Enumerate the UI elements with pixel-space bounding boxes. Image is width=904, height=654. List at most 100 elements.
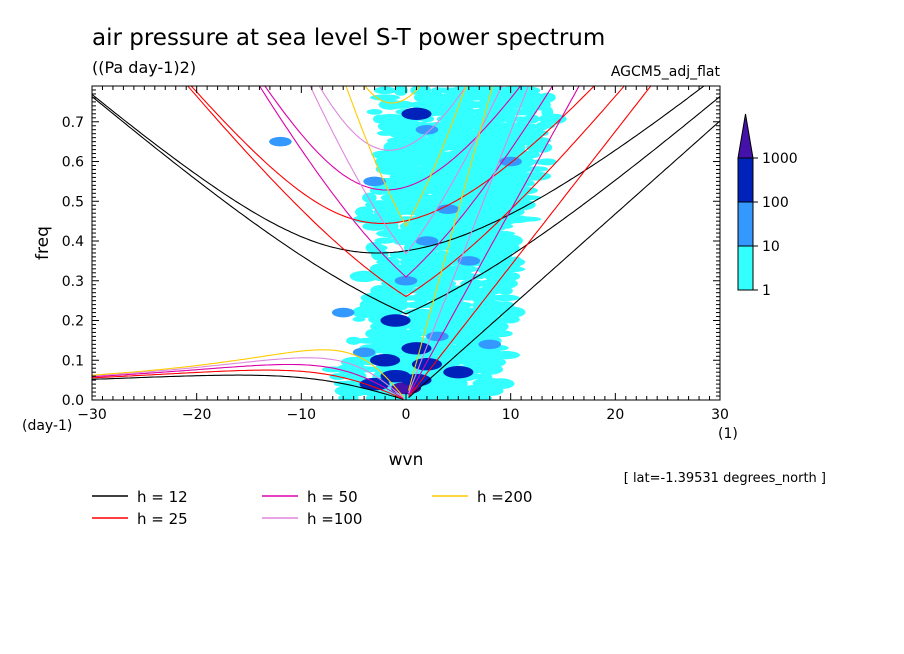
power-cell [485, 378, 515, 390]
y-axis-label: freq [33, 226, 53, 260]
dispersion-curve-eig [187, 86, 625, 298]
power-peak [415, 236, 439, 246]
legend: h = 12 h = 25 h = 50 h =100 h =200 [92, 488, 532, 528]
colorbar-level-3 [737, 157, 754, 203]
power-peak [363, 176, 386, 187]
power-peak [401, 342, 432, 355]
dispersion-curve-rossby [92, 363, 404, 399]
x-tick-label: −20 [182, 407, 212, 423]
power-cell [459, 266, 479, 273]
power-cell [393, 292, 409, 304]
colorbar-label: 1 [762, 283, 771, 299]
power-cell [476, 395, 493, 400]
y-axis-unit: (day-1) [22, 418, 72, 434]
power-cell [485, 230, 516, 237]
y-tick-label: 0.7 [62, 115, 84, 131]
power-cell [370, 94, 401, 101]
dispersion-curve-ig1 [92, 86, 705, 254]
power-cell [506, 199, 536, 211]
dispersion-curve-rossby [92, 357, 404, 399]
x-axis-unit: (1) [718, 426, 738, 442]
power-cell [393, 86, 408, 96]
dispersion-curve-eig [345, 86, 467, 228]
dispersion-curve-rossby [92, 374, 404, 400]
power-cell [522, 171, 552, 181]
dispersion-curve-ig1 [364, 86, 422, 104]
legend-label: h = 50 [307, 488, 358, 506]
dispersion-curve-rossby [92, 369, 404, 400]
power-cell [352, 316, 366, 322]
y-tick-label: 0.2 [62, 314, 84, 330]
power-cell [517, 157, 536, 167]
colorbar-label: 100 [762, 195, 789, 211]
colorbar-level-2 [737, 201, 754, 247]
legend-label: h = 12 [137, 488, 188, 506]
dispersion-curve-eig [309, 86, 503, 255]
power-cell [374, 86, 397, 95]
x-axis: −30 −20 −10 0 10 20 30 [77, 86, 729, 423]
y-tick-label: 0.4 [62, 234, 84, 250]
power-cell [487, 330, 513, 338]
power-peak [436, 204, 460, 214]
chart-label-right: AGCM5_adj_flat [611, 64, 721, 80]
colorbar-level-1 [737, 245, 754, 291]
power-peak [369, 354, 401, 367]
power-peak [499, 156, 522, 167]
power-cell [481, 320, 509, 333]
y-tick-label: 0.1 [62, 353, 84, 369]
legend-label: h = 25 [137, 510, 188, 528]
power-cell [404, 229, 418, 238]
x-tick-label: 20 [606, 407, 624, 423]
y-axis: 0.0 0.1 0.2 0.3 0.4 0.5 0.6 0.7 [62, 85, 720, 409]
x-tick-label: −30 [77, 407, 107, 423]
power-cell [483, 357, 507, 367]
y-tick-label: 0.3 [62, 274, 84, 290]
power-peak [478, 339, 502, 350]
power-cell [511, 216, 542, 222]
power-peak [394, 275, 418, 286]
power-peak [269, 136, 292, 147]
power-peak [380, 314, 411, 327]
x-tick-label: −10 [287, 407, 317, 423]
dispersion-curves [92, 86, 720, 400]
colorbar: 1 10 100 1000 [737, 113, 798, 299]
power-cell [535, 130, 549, 137]
x-tick-label: 10 [502, 407, 520, 423]
colorbar-label: 1000 [762, 151, 798, 167]
lat-annotation: [ lat=-1.39531 degrees_north ] [624, 471, 826, 486]
dispersion-curve-kelvin [408, 86, 580, 396]
dispersion-curve-ig1 [318, 86, 467, 151]
power-cell [501, 272, 521, 281]
y-tick-label: 0.5 [62, 194, 84, 210]
dispersion-curve-rossby [92, 349, 404, 398]
y-tick-label: 0.6 [62, 155, 84, 171]
dispersion-curve-kelvin [408, 120, 720, 399]
power-cell [346, 336, 362, 345]
x-tick-label: 0 [402, 407, 411, 423]
power-cell [355, 206, 374, 218]
x-axis-label: wvn [389, 450, 424, 470]
power-cell [525, 166, 549, 172]
dispersion-curve-ig1 [264, 86, 522, 191]
legend-label: h =100 [307, 510, 362, 528]
power-cell [340, 356, 367, 368]
power-cell [498, 234, 523, 247]
power-cell [531, 142, 553, 153]
legend-label: h =200 [477, 488, 532, 506]
chart-title: air pressure at sea level S-T power spec… [92, 25, 605, 51]
dispersion-curve-kelvin [408, 86, 529, 394]
spectrum-field [269, 86, 567, 400]
colorbar-extend [737, 113, 754, 159]
power-cell [490, 350, 520, 360]
colorbar-label: 10 [762, 239, 780, 255]
power-peak [443, 365, 474, 379]
dispersion-curve-ig1 [190, 86, 595, 224]
power-cell [371, 249, 389, 261]
power-cell [362, 192, 377, 203]
power-cell [517, 179, 535, 187]
power-cell [374, 237, 396, 244]
dispersion-curve-kelvin [408, 86, 494, 391]
power-cell [485, 315, 504, 323]
